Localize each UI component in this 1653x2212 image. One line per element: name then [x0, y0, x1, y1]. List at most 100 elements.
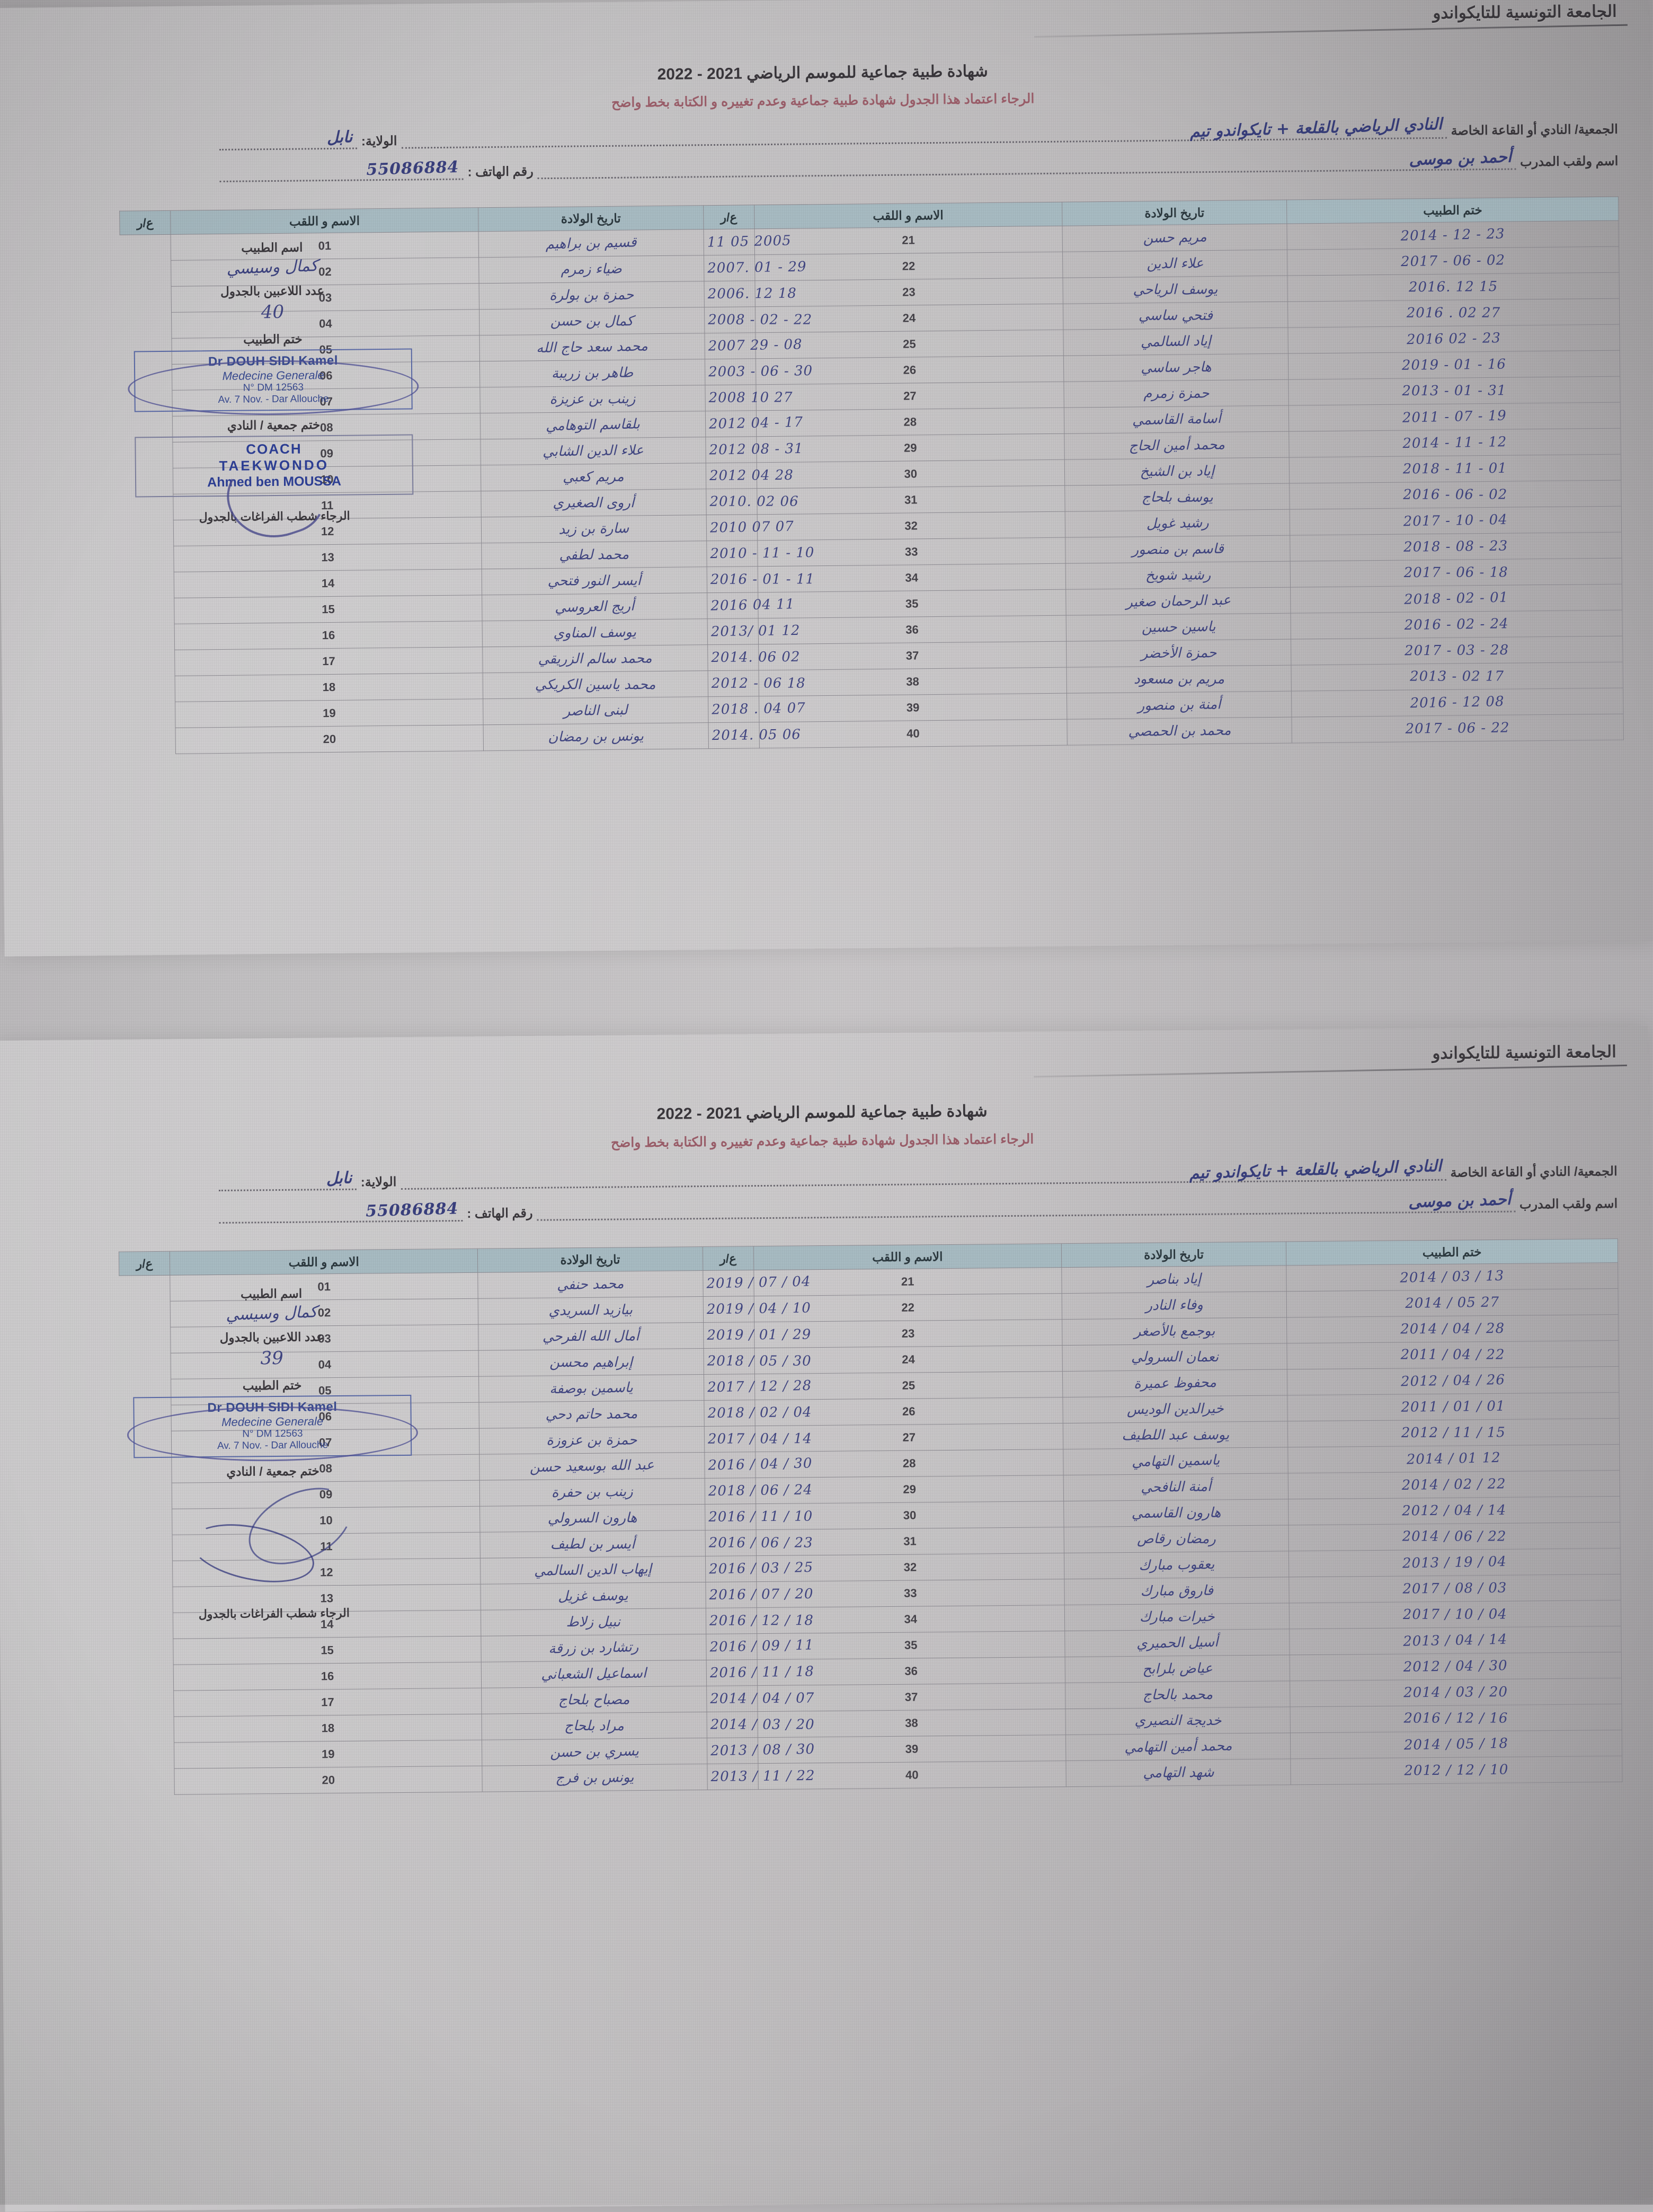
name-cell-right[interactable]: مراد بلحاج	[482, 1712, 707, 1740]
dob-cell-right[interactable]: 2018 / 02 / 04	[704, 1400, 812, 1427]
dob-cell-left[interactable]: 2019 - 01 - 16	[1288, 350, 1620, 380]
dob-cell-left[interactable]: 2012 / 04 / 26	[1287, 1366, 1619, 1395]
dob-cell-left[interactable]: 2012 / 04 / 14	[1288, 1496, 1620, 1525]
dob-cell-left[interactable]: 2016 - 02 - 24	[1291, 610, 1623, 640]
dob-cell-right[interactable]: 2007 29 - 08	[704, 332, 803, 359]
name-cell-left[interactable]: عبد الرحمان صغير	[1065, 587, 1291, 616]
name-cell-left[interactable]: إياد السالمي	[1063, 328, 1288, 356]
governorate-input-2[interactable]: نابل	[218, 1169, 357, 1191]
dob-cell-right[interactable]: 2017 / 04 / 14	[704, 1426, 812, 1453]
dob-cell-left[interactable]: 2018 - 08 - 23	[1290, 532, 1622, 562]
name-cell-left[interactable]: ياسين حسين	[1065, 613, 1291, 642]
dob-cell-left[interactable]: 2011 - 07 - 19	[1288, 402, 1621, 432]
dob-cell-left[interactable]: 2012 / 04 / 30	[1290, 1652, 1622, 1681]
name-cell-left[interactable]: خديجة النصيري	[1065, 1706, 1291, 1735]
name-cell-left[interactable]: محمد أمين التهامي	[1065, 1732, 1291, 1761]
name-cell-right[interactable]: كمال بن حسن	[479, 307, 705, 335]
dob-cell-right[interactable]: 2019 / 04 / 10	[703, 1296, 811, 1323]
dob-cell-left[interactable]: 2017 / 10 / 04	[1289, 1600, 1621, 1629]
dob-cell-left[interactable]: 2012 / 12 / 10	[1291, 1756, 1623, 1785]
dob-cell-right[interactable]: 2016 / 04 / 30	[704, 1452, 812, 1479]
name-cell-right[interactable]: علاء الدين الشابي	[480, 437, 706, 465]
name-cell-left[interactable]: مريم بن مسعود	[1066, 665, 1292, 694]
name-cell-left[interactable]: محمد بالحاج	[1065, 1680, 1291, 1709]
governorate-input[interactable]: نابل	[219, 128, 358, 151]
dob-cell-right[interactable]: 2013 / 08 / 30	[707, 1737, 815, 1764]
club-input-2[interactable]: النادي الرياضي بالقلعة + تايكواندو تيم	[401, 1157, 1446, 1190]
dob-cell-left[interactable]: 2017 - 10 - 04	[1290, 506, 1622, 536]
name-cell-left[interactable]: يعقوب مبارك	[1064, 1551, 1290, 1579]
name-cell-left[interactable]: رمضان رقاص	[1063, 1525, 1289, 1553]
dob-cell-left[interactable]: 2016 - 12 08	[1291, 688, 1623, 718]
name-cell-left[interactable]: حمزة الأخضر	[1066, 639, 1292, 668]
name-cell-left[interactable]: هارون القاسمي	[1063, 1499, 1289, 1527]
name-cell-right[interactable]: ضياء زمرم	[478, 255, 704, 284]
name-cell-right[interactable]: قسيم بن براهيم	[478, 229, 704, 258]
name-cell-right[interactable]: يونس بن فرج	[482, 1764, 708, 1792]
name-cell-left[interactable]: قاسم بن منصور	[1065, 535, 1291, 564]
dob-cell-right[interactable]: 2010 - 11 - 10	[706, 540, 814, 567]
dob-cell-left[interactable]: 2013 / 04 / 14	[1290, 1626, 1622, 1655]
name-cell-right[interactable]: محمد سعد حاج الله	[479, 333, 705, 361]
dob-cell-right[interactable]: 2016 / 12 / 18	[706, 1607, 814, 1634]
dob-cell-right[interactable]: 2017 / 12 / 28	[704, 1374, 812, 1401]
club-input[interactable]: النادي الرياضي بالقلعة + تايكواندو تيم	[401, 115, 1447, 149]
dob-cell-left[interactable]: 2013 / 19 / 04	[1288, 1548, 1621, 1577]
dob-cell-left[interactable]: 2014 / 03 / 13	[1286, 1262, 1619, 1291]
dob-cell-right[interactable]: 2018 . 04 07	[708, 696, 806, 723]
dob-cell-left[interactable]: 2013 - 01 - 31	[1288, 376, 1621, 406]
dob-cell-right[interactable]: 2010 07 07	[706, 514, 794, 541]
name-cell-left[interactable]: فاروق مبارك	[1064, 1577, 1290, 1605]
name-cell-right[interactable]: أيسر النور فتحي	[482, 567, 707, 595]
name-cell-right[interactable]: نبيل زلاط	[481, 1608, 706, 1636]
name-cell-right[interactable]: زينب بن حفرة	[479, 1478, 705, 1507]
dob-cell-right[interactable]: 2016 04 11	[707, 592, 795, 619]
name-cell-left[interactable]: خيرالدين الوديس	[1062, 1395, 1288, 1423]
dob-cell-left[interactable]: 2017 - 06 - 22	[1292, 714, 1624, 744]
name-cell-right[interactable]: أروى الصغيري	[481, 489, 706, 517]
dob-cell-left[interactable]: 2014 / 05 27	[1286, 1288, 1619, 1317]
name-cell-left[interactable]: شهد التهامي	[1065, 1758, 1291, 1787]
dob-cell-left[interactable]: 2012 / 11 / 15	[1287, 1418, 1620, 1447]
name-cell-left[interactable]: عياض بلرابح	[1064, 1654, 1290, 1683]
dob-cell-right[interactable]: 11 05 2005	[703, 228, 792, 255]
dob-cell-left[interactable]: 2014 - 12 - 23	[1287, 220, 1619, 250]
dob-cell-right[interactable]: 2014 / 03 / 20	[706, 1711, 814, 1738]
name-cell-left[interactable]: رشيد شويخ	[1065, 561, 1291, 590]
dob-cell-right[interactable]: 2012 - 06 18	[707, 670, 805, 697]
name-cell-right[interactable]: محمد لطفي	[481, 541, 707, 569]
dob-cell-right[interactable]: 2014 / 04 / 07	[706, 1685, 814, 1712]
name-cell-left[interactable]: حمزة زمرم	[1063, 379, 1289, 408]
coach-input-2[interactable]: أحمد بن موسى	[537, 1190, 1516, 1221]
name-cell-right[interactable]: يسري بن حسن	[482, 1738, 707, 1766]
dob-cell-left[interactable]: 2011 / 01 / 01	[1287, 1392, 1620, 1421]
name-cell-left[interactable]: أمنة بن منصور	[1067, 691, 1292, 720]
dob-cell-right[interactable]: 2018 / 06 / 24	[704, 1477, 813, 1505]
dob-cell-right[interactable]: 2018 / 05 / 30	[703, 1348, 811, 1375]
dob-cell-right[interactable]: 2012 04 28	[705, 462, 794, 489]
dob-cell-right[interactable]: 2013/ 01 12	[707, 618, 800, 645]
name-cell-left[interactable]: هاجر ساسي	[1063, 353, 1289, 382]
name-cell-left[interactable]: فتحي ساسي	[1063, 302, 1288, 330]
dob-cell-right[interactable]: 2008 - 02 - 22	[704, 306, 812, 333]
dob-cell-left[interactable]: 2017 - 06 - 02	[1287, 246, 1619, 276]
name-cell-right[interactable]: محمد حاتم دحي	[479, 1400, 705, 1429]
dob-cell-left[interactable]: 2014 - 11 - 12	[1289, 428, 1621, 458]
name-cell-right[interactable]: مريم كعبي	[481, 463, 706, 491]
name-cell-right[interactable]: اسماعيل الشعباني	[481, 1660, 707, 1688]
dob-cell-right[interactable]: 2007. 01 - 29	[704, 254, 806, 281]
name-cell-left[interactable]: أمنة النافحي	[1063, 1473, 1288, 1501]
dob-cell-right[interactable]: 2019 / 07 / 04	[703, 1270, 811, 1297]
dob-cell-right[interactable]: 2010. 02 06	[706, 488, 798, 515]
dob-cell-right[interactable]: 2003 - 06 - 30	[705, 358, 813, 385]
name-cell-right[interactable]: إبراهيم محسن	[478, 1348, 704, 1377]
dob-cell-left[interactable]: 2016 02 - 23	[1288, 324, 1620, 354]
name-cell-left[interactable]: وفاء النادر	[1061, 1291, 1287, 1320]
name-cell-left[interactable]: أسيل الحميري	[1064, 1629, 1290, 1657]
name-cell-right[interactable]: لبنى الناصر	[483, 696, 708, 725]
name-cell-right[interactable]: يونس بن رمضان	[483, 722, 709, 751]
name-cell-right[interactable]: إيهاب الدين السالمي	[480, 1556, 706, 1585]
dob-cell-left[interactable]: 2016 - 06 - 02	[1290, 480, 1622, 510]
name-cell-right[interactable]: يوسف غزيل	[481, 1582, 706, 1611]
dob-cell-right[interactable]: 2012 04 - 17	[705, 410, 803, 437]
